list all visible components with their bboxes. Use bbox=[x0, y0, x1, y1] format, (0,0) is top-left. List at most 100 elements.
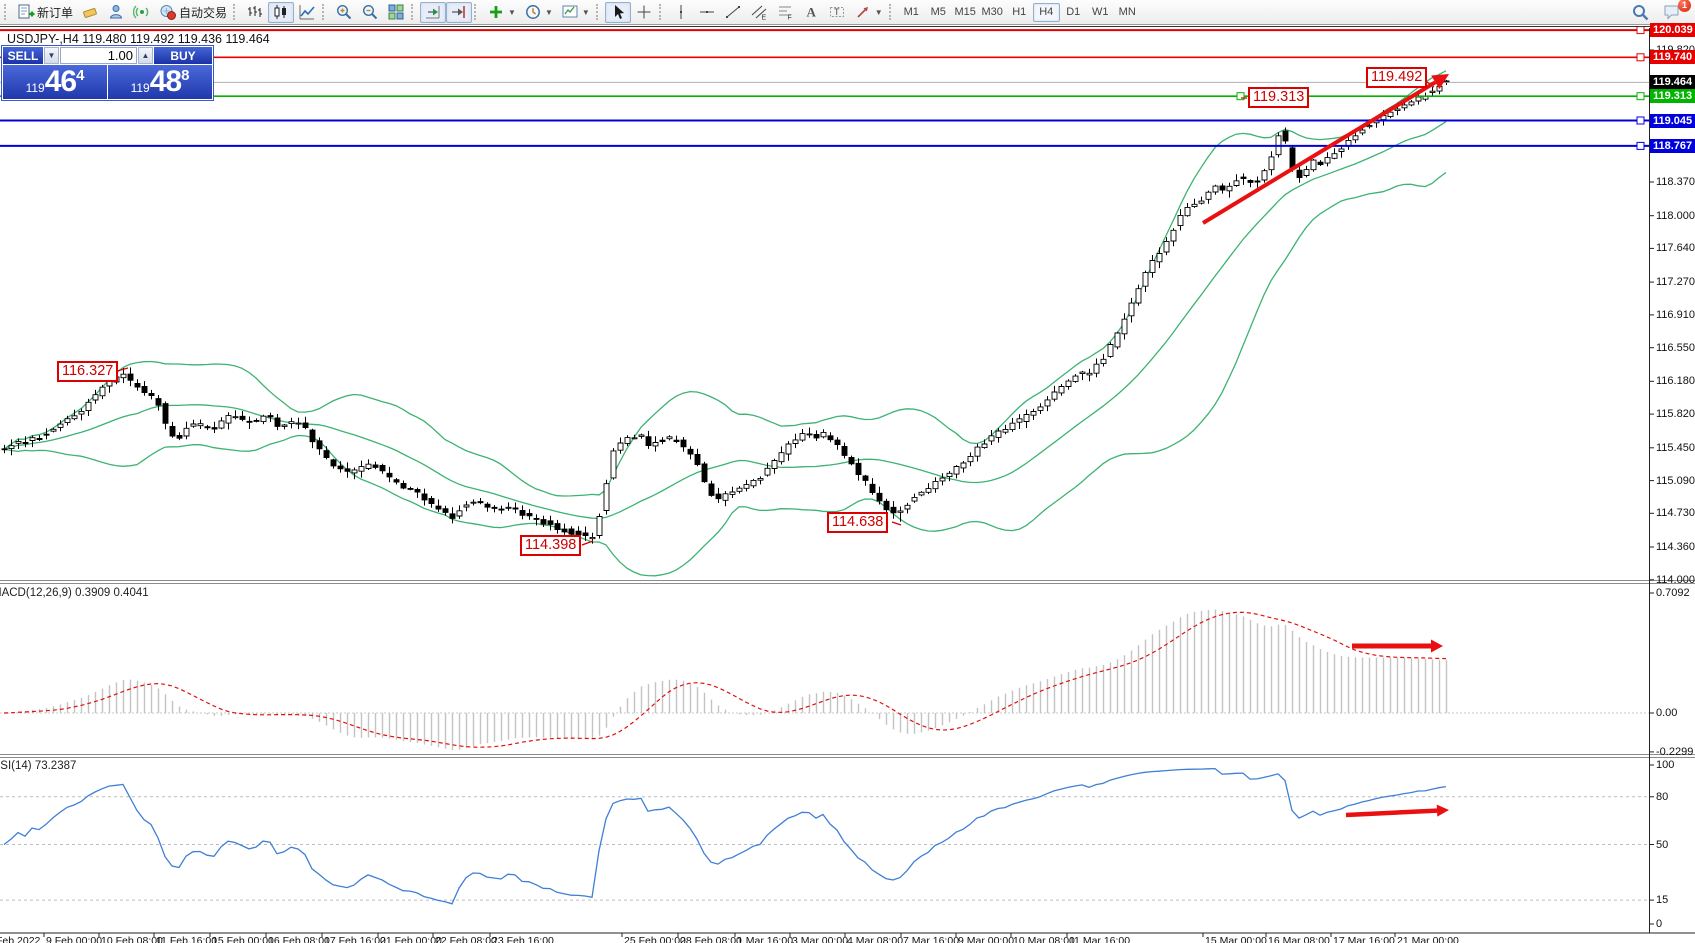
tile-windows-button[interactable] bbox=[383, 2, 409, 23]
line-chart-button[interactable] bbox=[294, 2, 320, 23]
notifications-button[interactable]: 1 bbox=[1659, 0, 1691, 23]
price-line-badge: 118.767 bbox=[1650, 138, 1695, 153]
chart-title: USDJPY-,H4 119.480 119.492 119.436 119.4… bbox=[7, 32, 270, 46]
horizontal-level-lines[interactable] bbox=[0, 27, 1649, 150]
price-annotation[interactable]: 119.492 bbox=[1366, 67, 1428, 88]
toolbar-grip bbox=[233, 4, 238, 20]
price-tick-label: 116.910 bbox=[1656, 308, 1695, 321]
signal-button[interactable] bbox=[129, 2, 155, 23]
candlesticks[interactable] bbox=[1, 79, 1450, 544]
timeframe-h1-button[interactable]: H1 bbox=[1012, 6, 1027, 18]
price-annotation[interactable]: 114.638 bbox=[827, 512, 889, 533]
chart-canvas[interactable] bbox=[0, 27, 1695, 943]
sell-button[interactable]: SELL bbox=[3, 47, 43, 64]
price-annotation[interactable]: 116.327 bbox=[57, 361, 119, 382]
fibonacci-button[interactable]: F bbox=[772, 2, 798, 23]
time-axis-label: 16 Feb 08:00 bbox=[268, 935, 330, 943]
zoom-in-icon bbox=[337, 4, 352, 20]
toolbar-grip bbox=[888, 4, 894, 20]
price-line-badge: 119.045 bbox=[1650, 113, 1695, 128]
time-axis-label: 11 Feb 16:00 bbox=[156, 935, 218, 943]
timeframe-m5-button[interactable]: M5 bbox=[930, 6, 946, 18]
crosshair-button[interactable] bbox=[631, 2, 657, 23]
timeframe-m1-button[interactable]: M1 bbox=[903, 6, 919, 18]
search-icon bbox=[1633, 5, 1649, 21]
auto-scroll-button[interactable] bbox=[420, 1, 447, 23]
eraser-button[interactable] bbox=[77, 2, 103, 23]
price-tick-label: 118.000 bbox=[1656, 209, 1695, 222]
periods-button[interactable]: ▼ bbox=[520, 2, 557, 23]
cursor-button[interactable] bbox=[604, 1, 631, 23]
new-order-button[interactable]: 新订单 bbox=[13, 2, 77, 23]
annotation-leaders bbox=[116, 79, 1435, 546]
templates-button[interactable]: ▼ bbox=[557, 2, 594, 23]
indicators-icon bbox=[490, 6, 503, 18]
trendline-icon bbox=[725, 6, 740, 18]
toolbar-right: 1 bbox=[1627, 0, 1693, 23]
timeframe-w1-button[interactable]: W1 bbox=[1091, 6, 1109, 18]
zoom-out-button[interactable] bbox=[357, 2, 383, 23]
macd-tick-label: 0.00 bbox=[1656, 707, 1678, 719]
label-button[interactable]: T bbox=[824, 2, 850, 23]
candles-icon bbox=[274, 5, 287, 19]
sell-quote[interactable]: 119 46 4 bbox=[3, 65, 107, 99]
text-button[interactable]: A bbox=[798, 2, 824, 23]
sell-price-pips: 46 bbox=[44, 65, 77, 98]
eraser-icon bbox=[83, 8, 97, 18]
rsi-indicator bbox=[0, 767, 1649, 905]
sell-price-big-figure: 119 bbox=[25, 81, 45, 95]
channel-button[interactable]: E bbox=[746, 2, 772, 23]
toolbar: 新订单 自动交易 ▼ ▼ ▼ E F A T ▼ M1 M5 M15 M30 H1 H4 D1 W1 MN 1 bbox=[0, 0, 1695, 25]
vertical-line-button[interactable] bbox=[668, 2, 694, 23]
rsi-tick-label: 15 bbox=[1656, 894, 1669, 907]
time-axis-label: Feb 2022 bbox=[0, 935, 41, 943]
time-axis-label: 16 Mar 08:00 bbox=[1268, 935, 1330, 943]
timeframe-d1-button[interactable]: D1 bbox=[1066, 6, 1081, 18]
period-icon bbox=[526, 5, 540, 19]
zoom-in-button[interactable] bbox=[331, 2, 357, 23]
svg-text:T: T bbox=[834, 7, 840, 17]
tiles-icon bbox=[388, 4, 404, 20]
new-order-icon bbox=[18, 4, 35, 19]
svg-text:F: F bbox=[787, 15, 791, 22]
profile-button[interactable] bbox=[103, 2, 129, 23]
buy-quote[interactable]: 119 48 8 bbox=[108, 65, 212, 99]
signal-icon bbox=[133, 5, 149, 19]
trendline-button[interactable] bbox=[720, 2, 746, 23]
buy-price-pips: 48 bbox=[149, 65, 182, 98]
macd-label: MACD(12,26,9) 0.3909 0.4041 bbox=[0, 587, 149, 599]
timeframe-h4-button[interactable]: H4 bbox=[1032, 2, 1060, 22]
timeframe-mn-button[interactable]: MN bbox=[1118, 6, 1136, 18]
trend-arrow[interactable] bbox=[1201, 74, 1449, 225]
volume-decrease-button[interactable]: ▼ bbox=[44, 47, 59, 64]
volume-input[interactable] bbox=[60, 47, 137, 64]
search-button[interactable] bbox=[1627, 2, 1653, 23]
candle-chart-button[interactable] bbox=[268, 1, 295, 23]
rsi-tick-label: 80 bbox=[1656, 790, 1669, 803]
bar-chart-button[interactable] bbox=[242, 2, 268, 23]
price-tick-label: 115.450 bbox=[1656, 441, 1695, 454]
timeframe-m30-button[interactable]: M30 bbox=[981, 6, 1003, 18]
arrows-button[interactable]: ▼ bbox=[850, 2, 887, 23]
price-annotation[interactable]: 114.398 bbox=[520, 535, 582, 556]
indicators-button[interactable]: ▼ bbox=[483, 2, 520, 23]
toolbar-grip bbox=[322, 4, 327, 20]
chart-window[interactable]: USDJPY-,H4 119.480 119.492 119.436 119.4… bbox=[0, 23, 1695, 943]
arrows-style-icon bbox=[857, 7, 868, 18]
autotrade-button[interactable]: 自动交易 bbox=[155, 2, 231, 23]
time-axis-label: 1 Mar 16:00 bbox=[737, 935, 794, 943]
horizontal-line-button[interactable] bbox=[694, 2, 720, 23]
volume-increase-button[interactable]: ▲ bbox=[138, 47, 153, 64]
time-axis-label: 9 Mar 00:00 bbox=[958, 935, 1015, 943]
rsi-tick-label: 0 bbox=[1656, 918, 1663, 930]
price-annotation[interactable]: 119.313 bbox=[1248, 87, 1310, 108]
buy-button[interactable]: BUY bbox=[154, 47, 212, 64]
price-tick-label: 114.360 bbox=[1656, 541, 1695, 553]
time-axis-label: 3 Mar 00:00 bbox=[792, 935, 849, 943]
zoom-out-icon bbox=[363, 4, 378, 20]
timeframe-m15-button[interactable]: M15 bbox=[954, 6, 976, 18]
time-axis-label: 25 Feb 00:00 bbox=[624, 935, 686, 943]
one-click-trading-panel: SELL ▼ ▲ BUY 119 46 4 119 48 8 bbox=[1, 45, 214, 101]
chart-shift-button[interactable] bbox=[446, 1, 473, 23]
channel-icon: E bbox=[751, 5, 766, 21]
